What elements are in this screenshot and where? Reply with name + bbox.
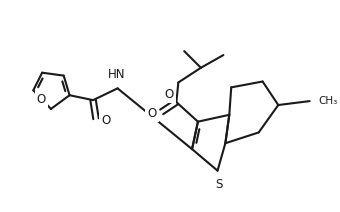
Text: S: S (215, 177, 222, 191)
Text: O: O (164, 88, 173, 101)
Text: O: O (101, 114, 110, 127)
Text: CH₃: CH₃ (319, 96, 338, 106)
Text: O: O (148, 107, 157, 120)
Text: HN: HN (108, 68, 125, 81)
Text: O: O (37, 93, 46, 106)
